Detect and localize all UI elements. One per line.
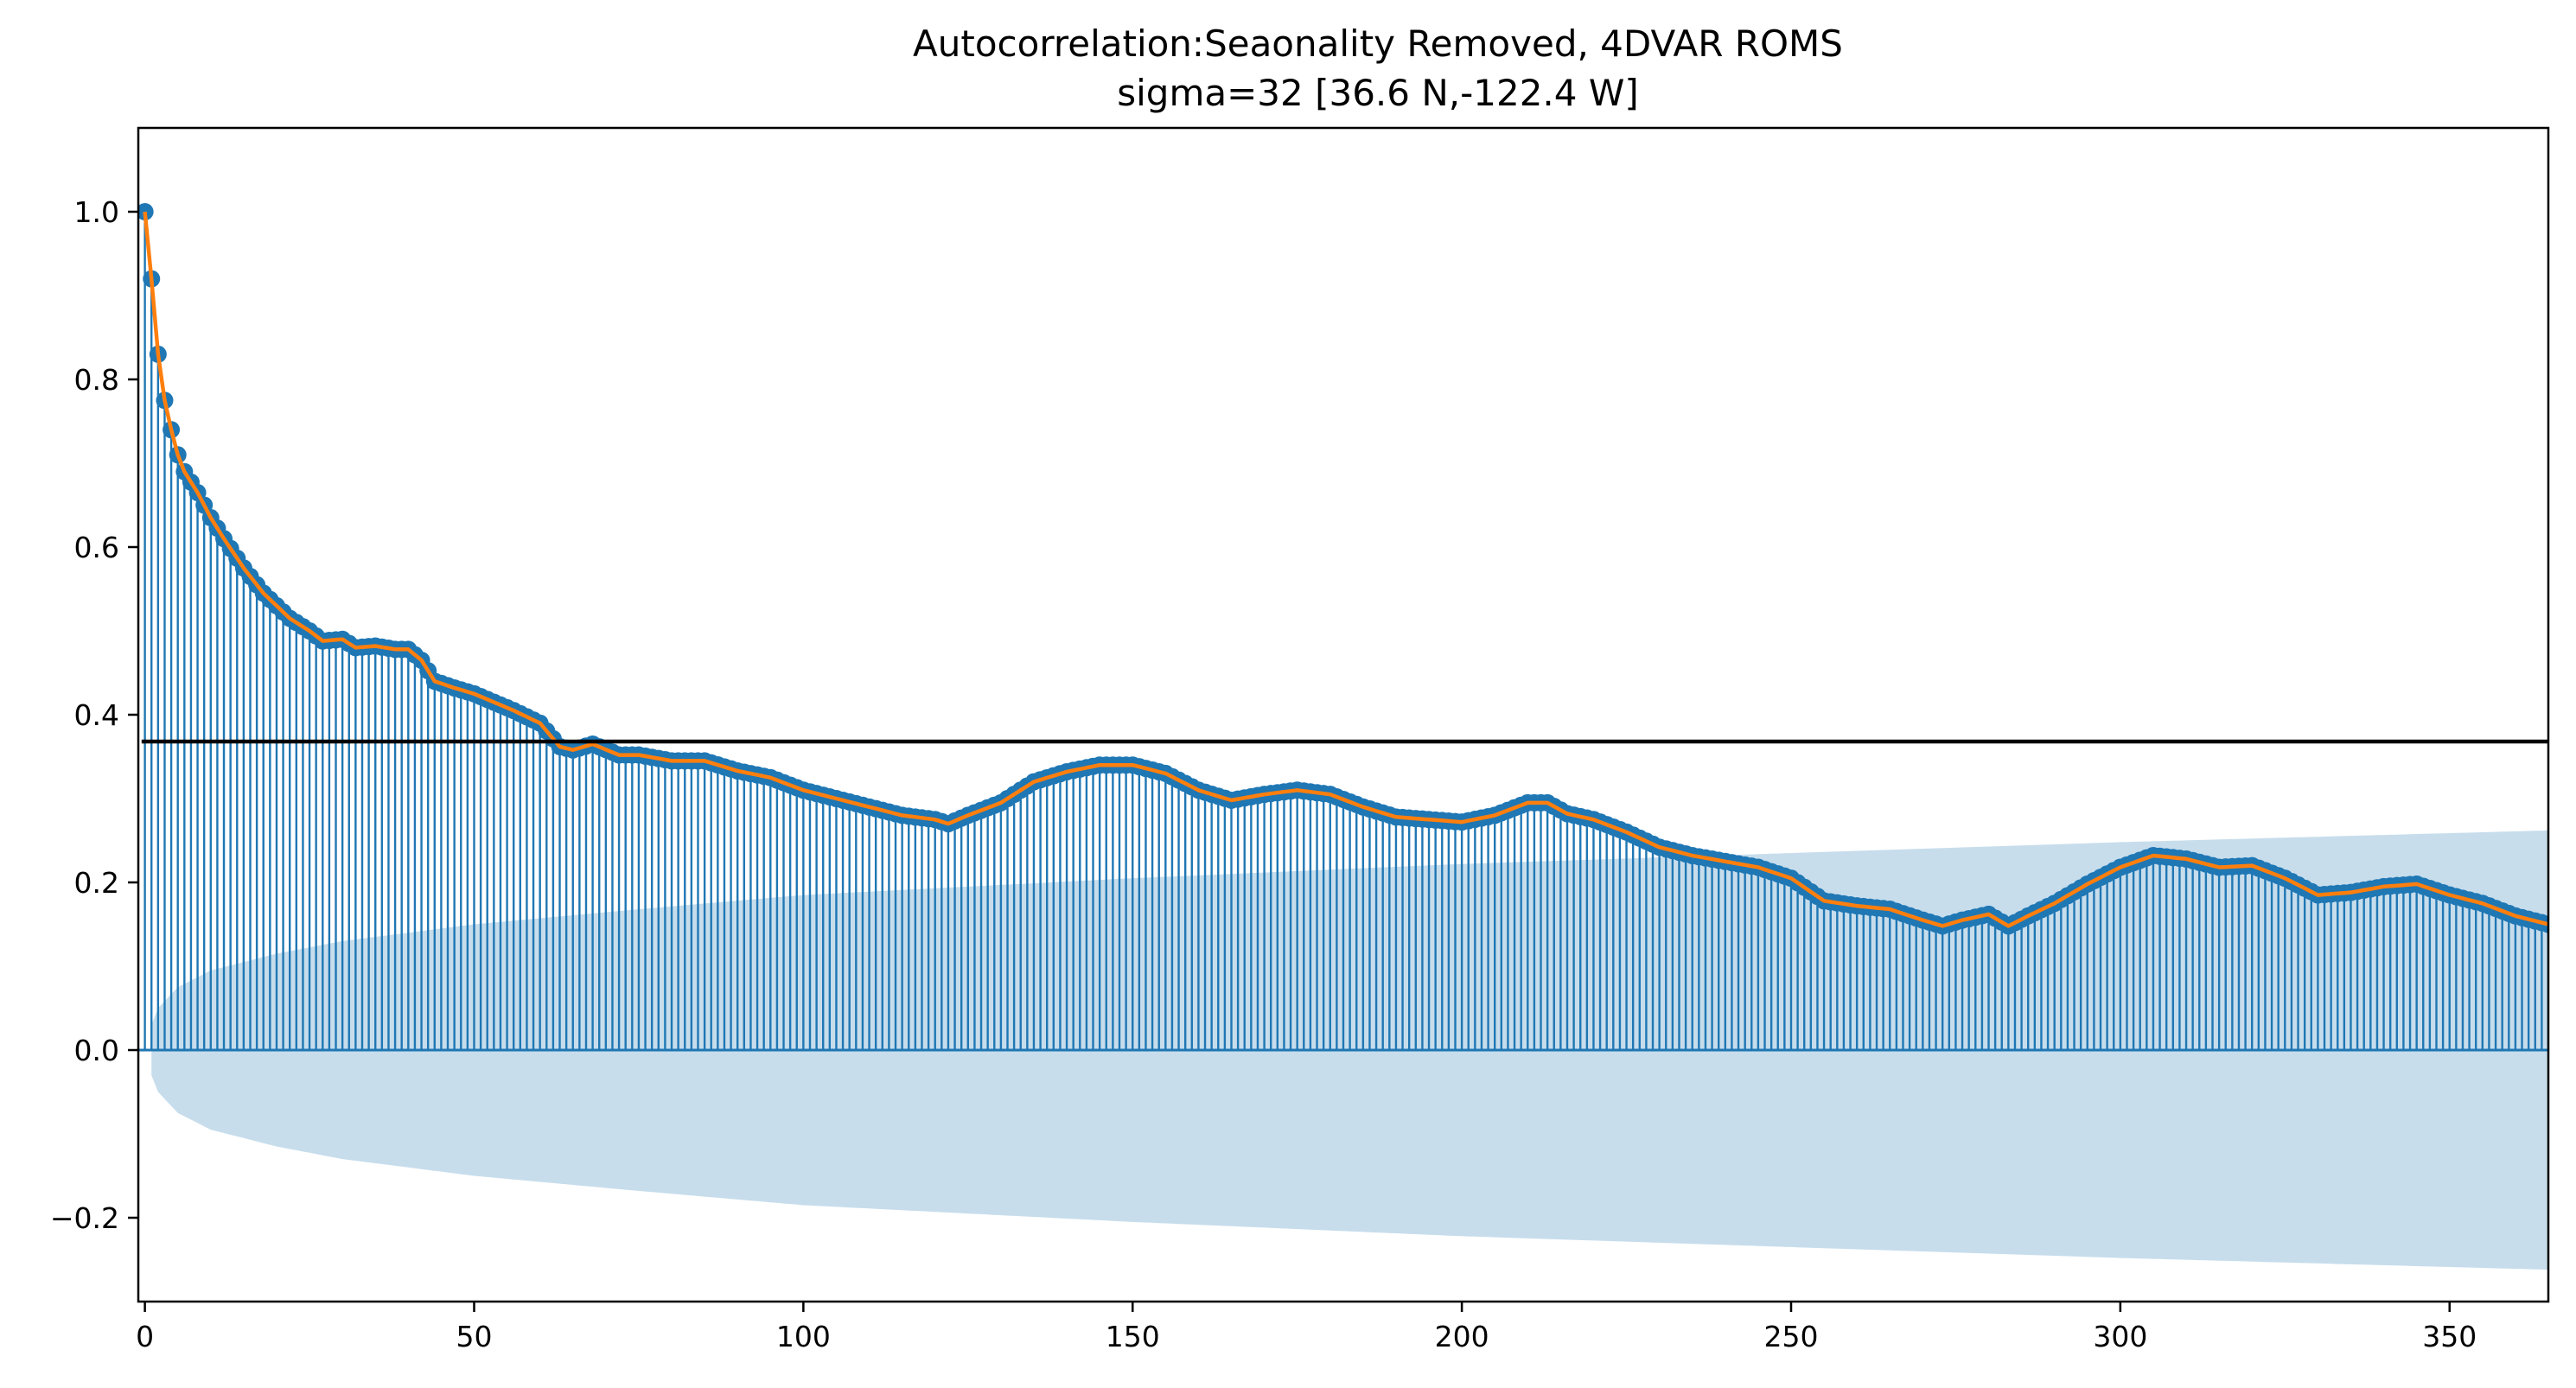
acf-trend-line bbox=[143, 211, 2548, 928]
y-tick-label: 0.6 bbox=[74, 531, 119, 564]
plot-area bbox=[138, 203, 2548, 1270]
y-tick-label: 0.4 bbox=[74, 698, 119, 732]
chart-title: Autocorrelation:Seaonality Removed, 4DVA… bbox=[913, 22, 1843, 65]
y-tick-label: 0.8 bbox=[74, 363, 119, 397]
x-tick-label: 350 bbox=[2422, 1320, 2477, 1353]
y-tick-label: 1.0 bbox=[74, 195, 119, 229]
y-tick-label: 0.0 bbox=[74, 1034, 119, 1067]
chart-subtitle: sigma=32 [36.6 N,-122.4 W] bbox=[1117, 72, 1639, 114]
x-tick-label: 300 bbox=[2093, 1320, 2147, 1353]
x-tick-label: 250 bbox=[1763, 1320, 1818, 1353]
x-tick-label: 100 bbox=[776, 1320, 831, 1353]
x-tick-label: 200 bbox=[1435, 1320, 1489, 1353]
x-tick-label: 150 bbox=[1106, 1320, 1160, 1353]
x-tick-label: 50 bbox=[456, 1320, 492, 1353]
x-tick-label: 0 bbox=[136, 1320, 154, 1353]
y-tick-label: −0.2 bbox=[50, 1201, 119, 1235]
y-tick-label: 0.2 bbox=[74, 866, 119, 900]
